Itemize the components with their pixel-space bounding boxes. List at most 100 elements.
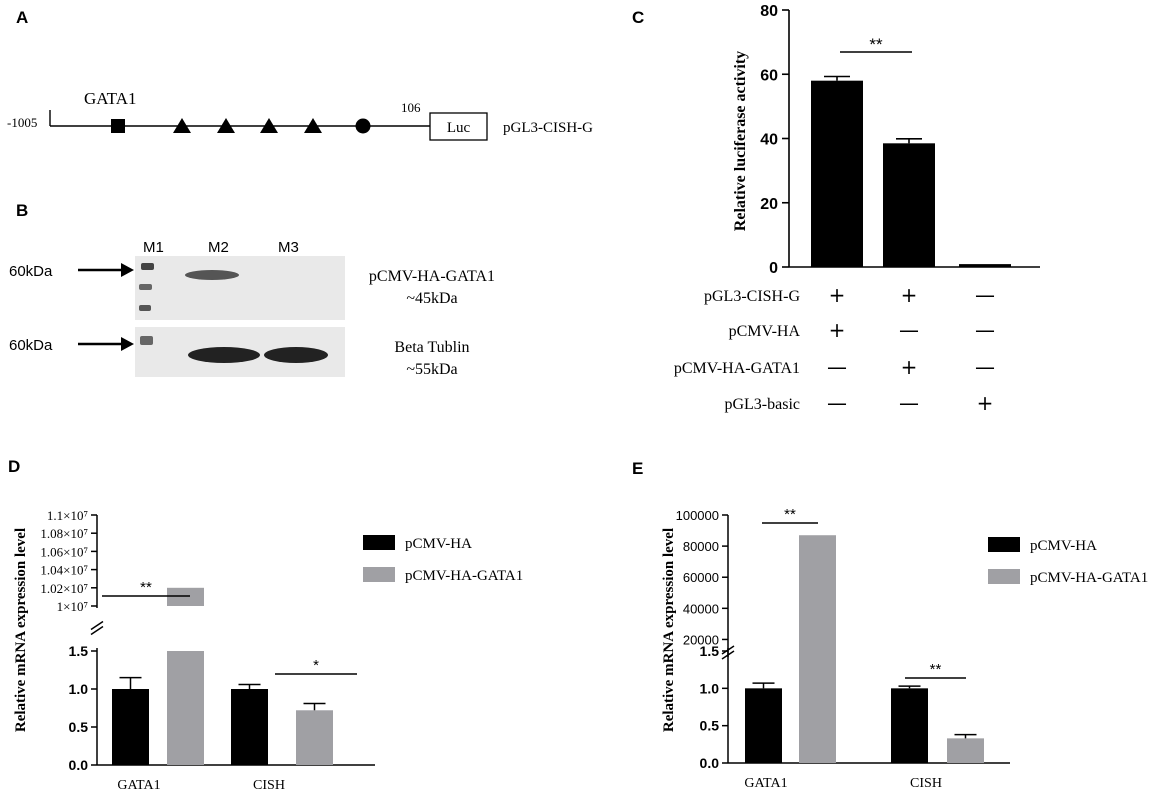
- chart-c-condition-mark: —: [975, 283, 995, 307]
- axis-break-mark: [721, 650, 735, 660]
- gata1-binding-square-icon: [111, 119, 125, 133]
- ytick-label-lower: 1.5: [700, 643, 720, 659]
- chart-c-ylabel: Relative luciferase activity: [732, 51, 749, 231]
- ytick-label-upper: 60000: [683, 570, 719, 585]
- tubulin-band-m2: [188, 347, 260, 363]
- ytick-label-upper: 20000: [683, 632, 719, 647]
- panel-e-letter: E: [632, 459, 643, 478]
- luc-box: [429, 112, 488, 141]
- chart-c-condition-mark: +: [901, 283, 918, 307]
- chart-c-condition-mark: —: [899, 318, 919, 342]
- bar-lower-segment: [799, 651, 836, 763]
- binding-triangle-icon: [304, 118, 322, 133]
- legend-label: pCMV-HA-GATA1: [405, 568, 523, 584]
- significance-label: **: [930, 661, 942, 678]
- ytick-label-upper: 1.1×10⁷: [47, 508, 88, 523]
- chart-c-condition-label: pCMV-HA-GATA1: [674, 360, 800, 377]
- legend-swatch: [363, 567, 395, 582]
- chart-c-condition-mark: —: [975, 318, 995, 342]
- arrow-right-icon: [121, 337, 134, 351]
- panel-c: C Relative luciferase activity 0 20 40 60 80…: [632, 3, 1040, 415]
- arrow-right-icon: [121, 263, 134, 277]
- legend-swatch: [363, 535, 395, 550]
- chart-c-ytick-label: 20: [760, 196, 778, 213]
- chart-c-ytick-label: 0: [769, 260, 778, 277]
- ytick-label-lower: 1.5: [69, 643, 89, 659]
- bar: [112, 689, 149, 765]
- bar-upper-segment: [167, 587, 204, 606]
- x-category-label: CISH: [910, 776, 942, 791]
- chart-d-ylabel: Relative mRNA expression level: [13, 528, 29, 732]
- gata1-band: [185, 270, 239, 280]
- chart-c-condition-mark: —: [899, 391, 919, 415]
- chart-c-significance-label: **: [869, 35, 883, 54]
- marker-band: [141, 263, 154, 270]
- chart-c-condition-mark: +: [977, 391, 994, 415]
- promoter-end-label: 106: [401, 100, 421, 115]
- gata1-site-label: GATA1: [84, 89, 136, 108]
- chart-c-condition-label: pCMV-HA: [729, 323, 801, 340]
- bar-lower-segment: [167, 651, 204, 765]
- binding-triangle-icon: [260, 118, 278, 133]
- binding-triangle-icon: [173, 118, 191, 133]
- marker-label-top: 60kDa: [9, 263, 53, 280]
- chart-c-condition-mark: —: [827, 355, 847, 379]
- chart-c-bar: [811, 80, 863, 267]
- panel-b-letter: B: [16, 201, 28, 220]
- marker-band: [139, 284, 152, 290]
- binding-triangle-icon: [217, 118, 235, 133]
- ytick-label-lower: 0.5: [69, 719, 89, 735]
- marker-band: [140, 336, 153, 345]
- chart-c-condition-mark: +: [901, 355, 918, 379]
- bar: [231, 689, 268, 765]
- chart-c-bar: [959, 264, 1011, 267]
- chart-c-condition-mark: +: [829, 283, 846, 307]
- x-category-label: GATA1: [744, 776, 787, 791]
- construct-label: pGL3-CISH-G: [503, 120, 593, 136]
- lane-label-m1: M1: [143, 239, 164, 256]
- x-category-label: CISH: [253, 778, 285, 793]
- band2-size: ~55kDa: [406, 361, 457, 378]
- ytick-label-lower: 1.0: [69, 681, 89, 697]
- chart-e-ylabel: Relative mRNA expression level: [661, 528, 677, 732]
- luc-label: Luc: [447, 120, 471, 136]
- chart-c-condition-mark: —: [827, 391, 847, 415]
- chart-c-ytick-label: 60: [760, 67, 778, 84]
- ytick-label-upper: 1×10⁷: [57, 599, 88, 614]
- binding-circle-icon: [355, 118, 371, 134]
- panel-c-letter: C: [632, 8, 644, 27]
- panel-b: B M1 M2 M3 60kDa 60kDa pCMV-HA-GATA1 ~45…: [9, 201, 495, 378]
- lane-label-m3: M3: [278, 239, 299, 256]
- ytick-label-lower: 0.5: [700, 718, 720, 734]
- bar: [891, 688, 928, 763]
- x-category-label: GATA1: [117, 778, 160, 793]
- band1-name: pCMV-HA-GATA1: [369, 268, 495, 285]
- marker-band: [139, 305, 151, 311]
- tubulin-band-m3: [264, 347, 328, 363]
- chart-c-condition-label: pGL3-CISH-G: [704, 288, 800, 305]
- ytick-label-upper: 40000: [683, 601, 719, 616]
- chart-c-bar: [883, 143, 935, 267]
- promoter-start-label: -1005: [7, 115, 37, 130]
- significance-label: **: [784, 506, 796, 523]
- ytick-label-upper: 1.06×10⁷: [40, 544, 88, 559]
- ytick-label-lower: 1.0: [700, 680, 720, 696]
- panel-e: E Relative mRNA expression level 0.0 0.5 1…: [632, 459, 1148, 791]
- ytick-label-upper: 1.08×10⁷: [40, 526, 88, 541]
- panel-a-letter: A: [16, 8, 28, 27]
- ytick-label-upper: 80000: [683, 539, 719, 554]
- panel-d: D Relative mRNA expression level 0.0 0.5 1…: [8, 457, 523, 793]
- ytick-label-lower: 0.0: [700, 755, 720, 771]
- blot-gata1: [135, 256, 345, 320]
- ytick-label-upper: 1.02×10⁷: [40, 581, 88, 596]
- band1-size: ~45kDa: [406, 290, 457, 307]
- lane-label-m2: M2: [208, 239, 229, 256]
- legend-label: pCMV-HA: [1030, 538, 1097, 554]
- bar: [296, 710, 333, 765]
- axis-break-mark: [721, 645, 735, 655]
- band2-name: Beta Tublin: [394, 339, 469, 356]
- legend-swatch: [988, 537, 1020, 552]
- chart-c-ytick-label: 80: [760, 3, 778, 20]
- legend-swatch: [988, 569, 1020, 584]
